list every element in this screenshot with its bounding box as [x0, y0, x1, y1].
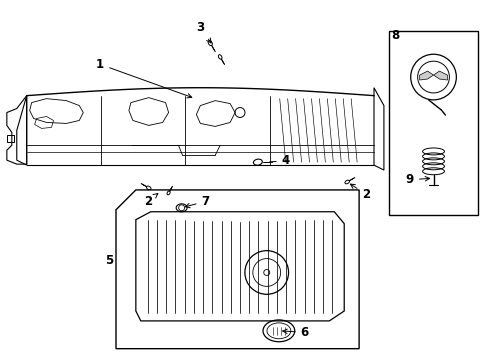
Text: 8: 8 [390, 29, 398, 42]
Polygon shape [419, 71, 433, 80]
Text: 7: 7 [185, 195, 209, 208]
Text: 3: 3 [196, 21, 211, 43]
Polygon shape [433, 71, 447, 80]
Text: 1: 1 [96, 58, 191, 98]
Text: 6: 6 [282, 326, 308, 339]
Bar [388, 31, 477, 215]
Text: 4: 4 [269, 154, 289, 167]
Text: 5: 5 [105, 255, 113, 267]
Text: 2: 2 [143, 194, 158, 208]
Text: 2: 2 [350, 184, 369, 201]
Text: 9: 9 [405, 173, 429, 186]
